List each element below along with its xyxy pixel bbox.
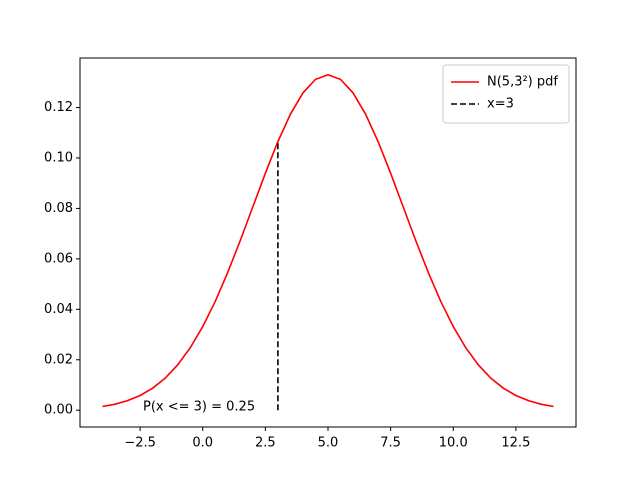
axes-frame — [79, 57, 577, 428]
x-tick-label: 10.0 — [439, 436, 468, 451]
legend-label: N(5,3²) pdf — [487, 75, 558, 90]
x-tick-label: 0.0 — [192, 436, 213, 451]
x-tick-label: 5.0 — [318, 436, 339, 451]
y-tick-label: 0.02 — [44, 352, 73, 367]
y-tick-label: 0.00 — [44, 403, 73, 418]
legend-box — [442, 64, 570, 124]
y-tick-label: 0.04 — [44, 302, 73, 317]
y-tick-label: 0.10 — [44, 150, 73, 165]
y-tick-label: 0.08 — [44, 201, 73, 216]
y-tick-label: 0.12 — [44, 100, 73, 115]
x-tick-label: −2.5 — [124, 436, 156, 451]
series-line — [102, 73, 554, 408]
x-tick-label: 2.5 — [255, 436, 276, 451]
y-tick-label: 0.06 — [44, 251, 73, 266]
legend-label: x=3 — [487, 97, 514, 112]
annotation: P(x <= 3) = 0.25 — [143, 400, 255, 415]
x-tick-label: 7.5 — [380, 436, 401, 451]
x-tick-label: 12.5 — [501, 436, 530, 451]
